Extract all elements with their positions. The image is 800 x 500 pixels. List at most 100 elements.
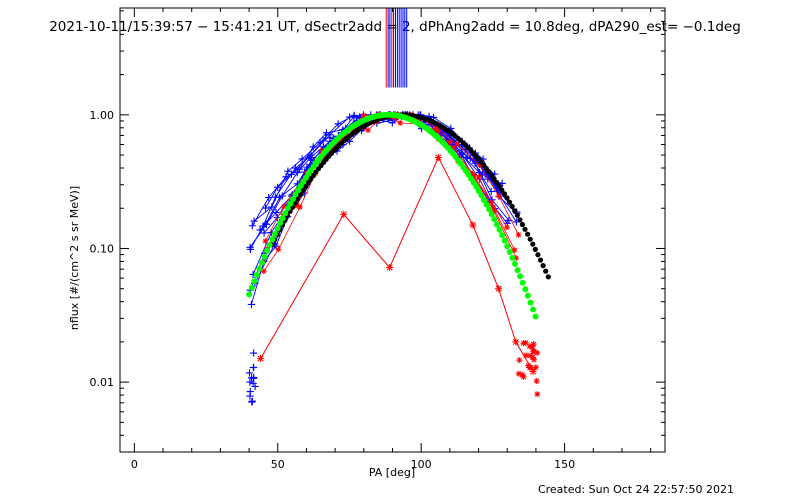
green-fit-point — [488, 211, 495, 218]
red-data-point — [361, 112, 367, 119]
red-data-point — [529, 367, 537, 376]
blue-data-point — [298, 155, 306, 163]
black-fit-point — [501, 191, 507, 197]
green-fit-point — [253, 271, 260, 278]
black-fit-point — [535, 252, 541, 258]
red-data-point — [475, 174, 482, 180]
red-data-point — [433, 125, 440, 131]
black-fit-point — [543, 268, 549, 274]
red-data-point — [262, 238, 269, 244]
blue-data-point — [276, 193, 284, 201]
black-fit-point — [305, 180, 311, 186]
y-axis: 0.01 0.10 1.00 — [90, 10, 665, 453]
x-tick-label: 0 — [131, 458, 138, 471]
red-series-group — [256, 112, 541, 398]
x-axis: 0 50 100 150 — [131, 8, 652, 471]
black-fit-point — [514, 212, 520, 218]
blue-data-point — [261, 204, 270, 212]
red-data-point — [491, 208, 498, 215]
red-data-point — [470, 173, 477, 180]
black-fit-point — [522, 226, 528, 232]
plot-frame — [119, 7, 666, 453]
green-fit-point — [279, 215, 286, 222]
blue-data-point — [476, 169, 484, 177]
red-data-point — [522, 352, 529, 359]
green-fit-point — [271, 230, 278, 237]
green-fit-point — [295, 187, 302, 194]
green-fit-point — [481, 197, 487, 203]
red-data-point — [526, 343, 533, 350]
fit-curves-group — [246, 111, 551, 320]
red-data-point — [512, 338, 520, 346]
blue-data-point — [346, 137, 354, 145]
green-fit-point — [506, 249, 513, 255]
blue-data-point — [309, 143, 317, 151]
black-fit-point — [297, 191, 303, 197]
black-fit-point — [300, 187, 306, 193]
black-fit-point — [506, 199, 513, 205]
red-data-point — [261, 268, 267, 275]
blue-data-point — [248, 398, 256, 406]
black-fit-point — [499, 187, 505, 193]
red-data-point — [520, 340, 527, 347]
green-fit-point — [527, 299, 534, 306]
black-fit-point — [540, 263, 546, 269]
red-data-point — [534, 349, 541, 356]
green-fit-point — [491, 216, 498, 223]
red-data-point — [504, 224, 510, 231]
green-fit-point — [486, 206, 493, 213]
green-fit-point — [475, 188, 482, 194]
black-fit-point — [303, 184, 309, 190]
x-tick-label: 100 — [411, 458, 432, 471]
green-fit-point — [246, 291, 253, 298]
black-fit-point — [509, 203, 515, 209]
y-axis-label: nflux [#/(cm^2 s sr MeV)] — [68, 186, 81, 330]
red-data-point — [397, 120, 404, 126]
red-data-point — [532, 364, 539, 371]
blue-data-point — [284, 167, 292, 175]
black-fit-point — [530, 241, 536, 247]
black-fit-point — [545, 274, 551, 280]
green-fit-point — [517, 273, 524, 280]
green-fit-point — [251, 278, 258, 285]
green-fit-point — [292, 191, 299, 198]
blue-data-point — [463, 153, 471, 161]
green-fit-point — [266, 242, 273, 248]
red-data-point — [256, 354, 265, 363]
red-data-point — [488, 199, 495, 206]
red-data-point — [280, 203, 287, 210]
blue-data-point — [296, 165, 304, 173]
blue-data-point — [307, 156, 316, 164]
green-fit-point — [524, 292, 531, 299]
blue-data-point — [248, 397, 256, 405]
blue-data-point — [250, 373, 258, 382]
spike-lines-group — [385, 8, 408, 88]
black-fit-point — [525, 231, 531, 237]
red-data-point — [469, 221, 477, 229]
red-data-point — [516, 357, 523, 364]
black-fit-point — [537, 257, 544, 263]
red-data-point — [454, 141, 460, 147]
x-tick-label: 50 — [271, 458, 285, 471]
red-data-point — [527, 352, 534, 359]
red-data-point — [534, 391, 541, 398]
green-fit-point — [499, 232, 506, 239]
red-data-point — [530, 356, 537, 363]
green-fit-point — [256, 265, 263, 272]
blue-data-point — [498, 179, 506, 187]
blue-data-point — [245, 369, 254, 377]
red-data-point — [294, 203, 300, 209]
red-data-point — [530, 341, 537, 348]
y-tick-label: 1.00 — [90, 109, 115, 122]
red-series-line — [260, 156, 534, 372]
red-data-point — [490, 204, 496, 210]
blue-data-point — [265, 193, 273, 202]
green-fit-point — [261, 253, 268, 260]
green-fit-point — [501, 237, 508, 244]
red-data-point — [435, 128, 441, 135]
green-fit-point — [483, 201, 490, 208]
black-fit-point — [532, 246, 538, 252]
red-data-point — [495, 285, 503, 293]
blue-data-point — [256, 226, 264, 234]
blue-data-point — [274, 183, 282, 191]
